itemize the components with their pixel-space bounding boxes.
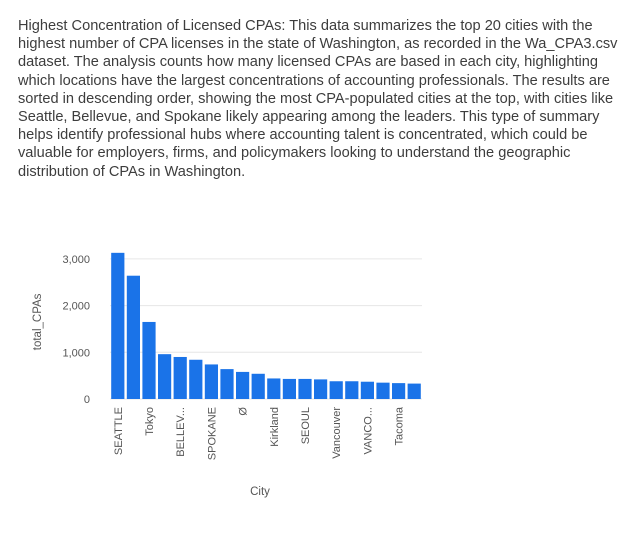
bar[interactable] [126,275,140,399]
x-tick-label: SEOUL [300,407,312,444]
x-tick-label: Tacoma [394,406,406,445]
bar[interactable] [267,378,281,399]
bar-chart-svg: 0 1,000 2,000 3,000 SEATTLE Tokyo BELLEV... SP… [32,252,422,498]
bar[interactable] [111,252,125,399]
bar[interactable] [204,364,218,399]
bar[interactable] [329,381,343,399]
bar[interactable] [189,359,203,399]
x-tick-label: Kirkland [269,407,281,447]
x-tick-label: BELLEV... [175,407,187,457]
x-tick-label: SPOKANE [206,407,218,460]
bar[interactable] [236,371,250,399]
bar[interactable] [360,381,374,399]
chart-description: Highest Concentration of Licensed CPAs: … [18,18,618,180]
y-axis-title: total_CPAs [32,293,44,350]
bar[interactable] [314,379,328,399]
bar-chart: 0 1,000 2,000 3,000 SEATTLE Tokyo BELLEV... SP… [0,230,440,520]
x-tick-label: Tokyo [144,407,156,436]
x-tick-label: Vancouver [331,407,343,459]
bars [111,252,421,399]
bar[interactable] [298,378,312,399]
y-tick-label: 2,000 [62,301,90,313]
bar[interactable] [282,378,296,399]
x-tick-label: Ø [238,407,250,416]
bar[interactable] [392,383,406,399]
x-axis-title: City [250,486,270,498]
bar[interactable] [251,373,265,399]
bar[interactable] [407,383,421,399]
bar[interactable] [173,356,187,399]
y-axis-ticks: 0 1,000 2,000 3,000 [62,254,90,406]
bar[interactable] [345,381,359,399]
y-tick-label: 1,000 [62,347,90,359]
y-tick-label: 3,000 [62,254,90,266]
x-tick-label: SEATTLE [113,407,125,455]
y-tick-label: 0 [84,394,90,406]
bar[interactable] [142,321,156,399]
x-tick-label: VANCO... [362,407,374,454]
bar[interactable] [376,382,390,399]
gridlines [110,258,422,400]
bar[interactable] [158,354,172,399]
x-axis-ticks: SEATTLE Tokyo BELLEV... SPOKANE Ø Kirkland SEO… [113,406,406,460]
bar[interactable] [220,369,234,399]
